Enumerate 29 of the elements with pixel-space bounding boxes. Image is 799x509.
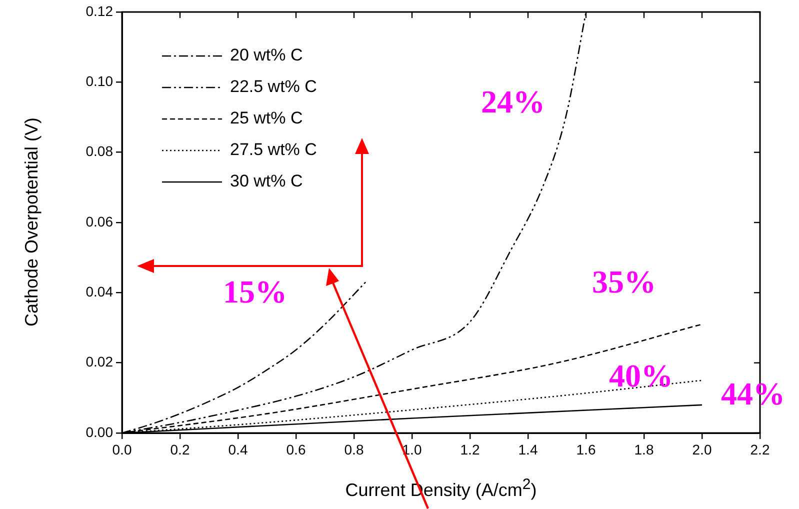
x-tick-label: 1.4: [518, 441, 538, 458]
legend-label: 30 wt% C: [230, 172, 303, 191]
x-tick-label: 2.2: [750, 441, 770, 458]
x-tick-label: 2.0: [692, 441, 712, 458]
y-tick-label: 0.00: [86, 424, 114, 440]
x-tick-label: 0.8: [344, 441, 364, 458]
x-tick-label: 1.8: [634, 441, 654, 458]
legend-label: 25 wt% C: [230, 108, 303, 128]
y-tick-label: 0.12: [86, 2, 114, 19]
y-tick-label: 0.06: [86, 213, 114, 230]
y-tick-label: 0.04: [86, 284, 114, 300]
annotation: 40%: [609, 357, 673, 394]
x-tick-label: 0.2: [170, 441, 190, 458]
legend-label: 20 wt% C: [230, 46, 303, 65]
annotation: 24%: [481, 83, 545, 120]
x-tick-label: 0.4: [228, 441, 248, 458]
x-tick-label: 1.2: [460, 441, 480, 458]
x-tick-label: 0.0: [112, 441, 132, 458]
x-tick-label: 1.0: [402, 441, 422, 458]
x-tick-label: 1.6: [576, 441, 596, 458]
y-tick-label: 0.10: [86, 73, 114, 90]
y-tick-label: 0.02: [86, 354, 114, 370]
y-axis-title: Cathode Overpotential (V): [22, 117, 42, 327]
x-tick-label: 0.6: [286, 441, 306, 458]
annotation: 35%: [592, 263, 656, 300]
legend-label: 27.5 wt% C: [230, 140, 317, 160]
legend-label: 22.5 wt% C: [230, 77, 317, 96]
y-tick-label: 0.08: [86, 143, 114, 160]
annotation: 15%: [223, 273, 287, 310]
